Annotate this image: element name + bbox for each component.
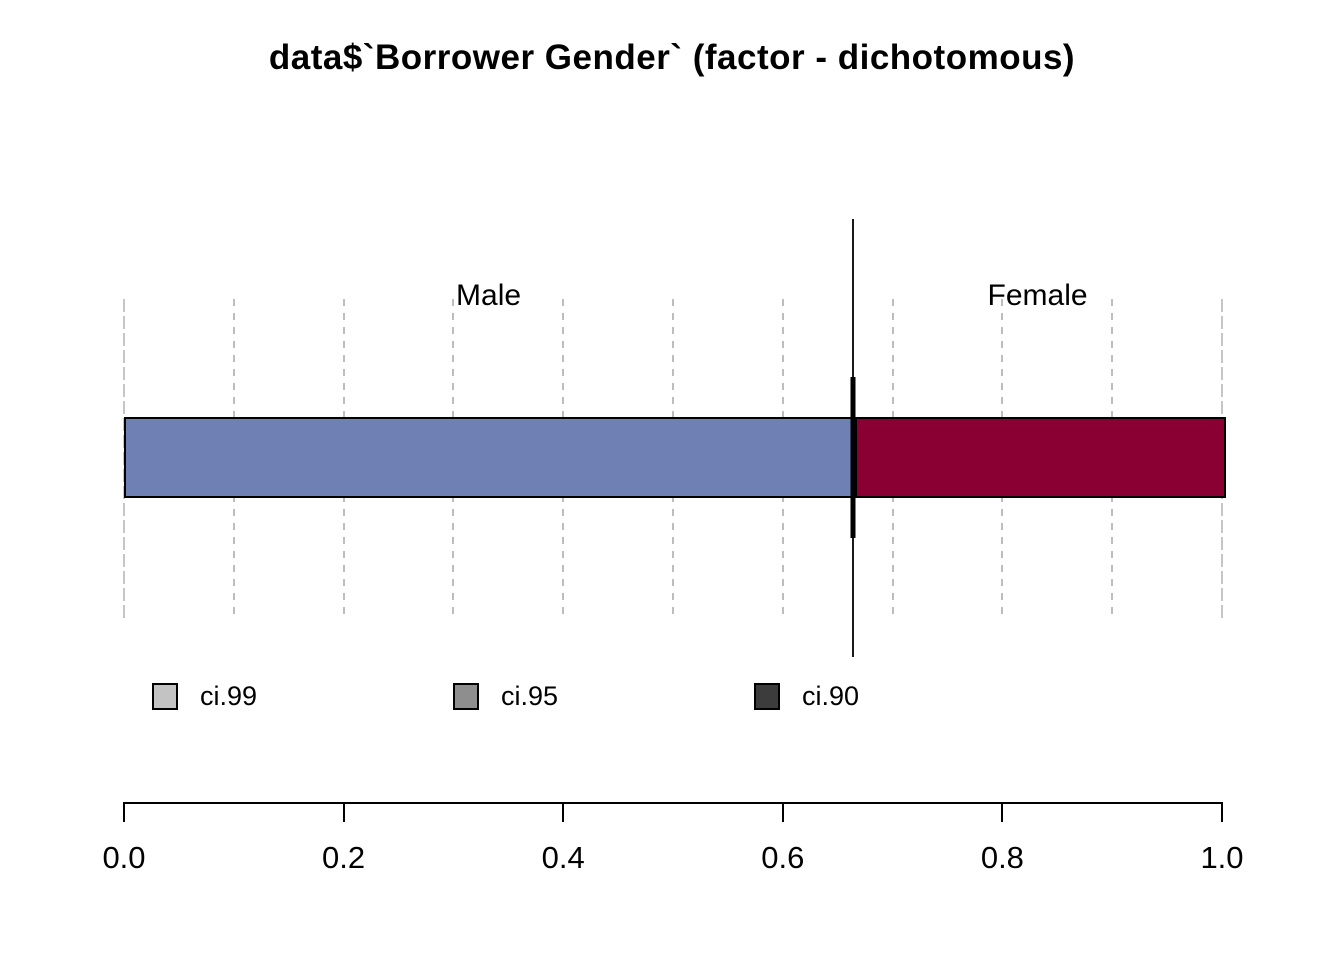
plot-area: Male Female [123,219,1226,657]
x-axis-line [124,802,1222,804]
legend-swatch-ci95 [453,683,479,710]
confidence-interval-marker [850,377,856,538]
legend-label-ci95: ci.95 [501,681,559,711]
x-axis-tick [781,802,784,822]
x-axis-tick [342,802,345,822]
x-axis-tick-label: 0.2 [322,840,366,875]
x-axis-tick-label: 1.0 [1200,840,1244,875]
stacked-bar [124,417,1226,498]
x-axis-tick-label: 0.4 [541,840,585,875]
legend-item-ci99: ci.99 [152,683,257,710]
bar-segment-male [126,419,858,496]
x-axis-tick [1001,802,1004,822]
legend-swatch-ci99 [152,683,178,710]
legend-item-ci90: ci.90 [754,683,859,710]
x-axis-tick [123,802,125,822]
legend-label-ci99: ci.99 [200,681,258,711]
x-axis-tick-label: 0.0 [102,840,146,875]
legend-swatch-ci90 [754,683,780,710]
bar-segment-female [857,419,1224,496]
category-label-female: Female [987,279,1088,312]
legend-label-ci90: ci.90 [802,681,860,711]
x-axis-tick [1221,802,1223,822]
x-axis-tick [562,802,565,822]
legend: ci.99 ci.95 ci.90 [0,683,1344,713]
x-axis-ticks: 0.0 0.2 0.4 0.6 0.8 1.0 [102,802,1244,882]
chart-title: data$`Borrower Gender` (factor - dichoto… [268,38,1076,77]
category-label-male: Male [456,279,522,312]
x-axis-tick-label: 0.6 [761,840,805,875]
legend-item-ci95: ci.95 [453,683,558,710]
x-axis-tick-label: 0.8 [980,840,1024,875]
